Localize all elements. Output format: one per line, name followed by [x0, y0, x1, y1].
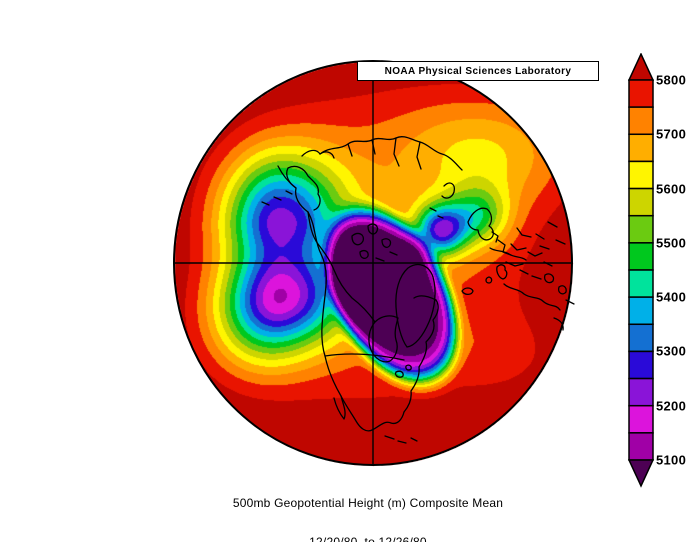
colorbar-segment — [628, 404, 654, 434]
map-title: NOAA Physical Sciences Laboratory — [384, 65, 572, 77]
colorbar-tick-label: 5300 — [656, 343, 687, 359]
colorbar-segment — [628, 350, 654, 380]
colorbar-segment — [628, 187, 654, 217]
colorbar-segment — [628, 377, 654, 407]
colorbar-tick-label: 5400 — [656, 289, 687, 305]
colorbar-segment — [628, 160, 654, 190]
caption-variable: 500mb Geopotential Height (m) Composite … — [232, 496, 504, 510]
colorbar-segment — [628, 296, 654, 326]
caption-dates: 12/20/80 to 12/26/80 — [309, 535, 427, 542]
colorbar-segment — [628, 79, 654, 108]
caption-block: 500mb Geopotential Height (m) Composite … — [158, 471, 578, 542]
colorbar-segment — [628, 214, 654, 244]
colorbar-segment — [628, 269, 654, 298]
colorbar — [628, 53, 654, 488]
colorbar-tick-label: 5500 — [656, 235, 687, 251]
colorbar-segment — [628, 242, 654, 271]
colorbar-segment — [628, 106, 654, 136]
colorbar-tick-label: 5100 — [656, 452, 687, 468]
colorbar-tick-label: 5200 — [656, 398, 687, 414]
colorbar-tick-label: 5700 — [656, 126, 687, 142]
colorbar-over-arrow — [628, 53, 654, 81]
colorbar-tick-label: 5800 — [656, 72, 687, 88]
colorbar-segment — [628, 323, 654, 353]
colorbar-segment — [628, 133, 654, 163]
colorbar-tick-label: 5600 — [656, 181, 687, 197]
map-title-box: NOAA Physical Sciences Laboratory — [357, 61, 599, 81]
colorbar-under-arrow — [628, 459, 654, 488]
colorbar-segment — [628, 432, 654, 461]
